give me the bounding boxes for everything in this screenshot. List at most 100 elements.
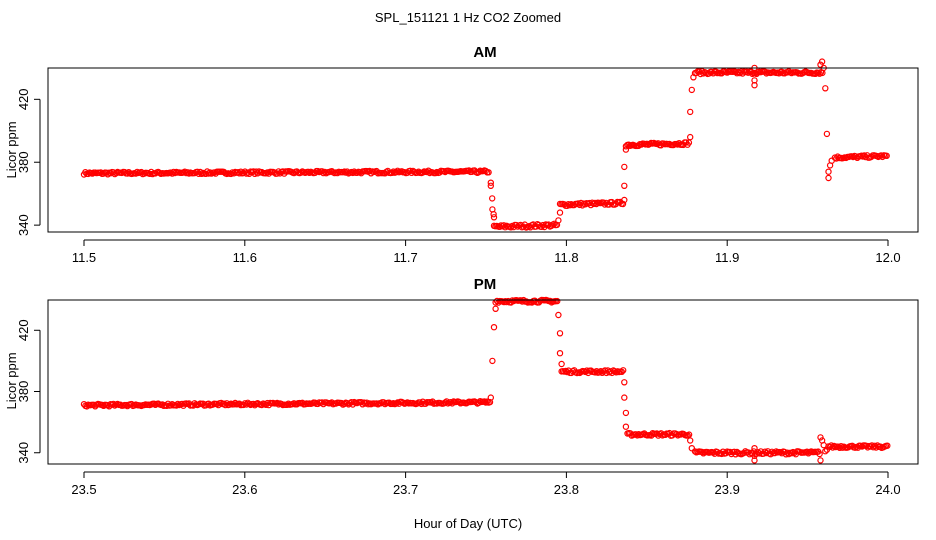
am-data-point-567 (621, 182, 628, 189)
pm-y-tick-label-1: 380 (16, 381, 31, 403)
pm-data-point-576 (817, 434, 824, 441)
pm-data-point-67 (174, 400, 181, 408)
pm-y-axis-label: Licor ppm (4, 352, 19, 409)
pm-data-point-495 (788, 450, 795, 457)
am-data-point-220 (388, 169, 396, 176)
pm-data-point-573 (751, 445, 758, 452)
pm-data-point-108 (231, 399, 239, 407)
pm-x-tick-label-3: 23.8 (554, 482, 579, 497)
figure-title: SPL_151121 1 Hz CO2 Zoomed (375, 10, 561, 25)
pm-data-point-561 (490, 324, 498, 331)
pm-panel-title: PM (474, 276, 497, 293)
am-data-point-371 (601, 201, 609, 208)
am-data-point-90 (206, 169, 214, 176)
am-data-point-576 (751, 81, 758, 89)
am-data-point-580 (822, 85, 829, 92)
pm-data-point-570 (622, 423, 630, 430)
pm-data-point-567 (621, 379, 628, 386)
pm-data-point-568 (621, 394, 628, 401)
am-data-point-578 (818, 58, 826, 65)
am-data-point-582 (825, 168, 832, 175)
pm-y-tick-label-0: 340 (16, 442, 31, 464)
am-y-tick-label-2: 420 (16, 88, 31, 110)
pm-axes: 23.5 23.6 23.7 23.8 23.9 24.0 340 380 420 (16, 319, 901, 497)
am-data-point-569 (622, 146, 630, 153)
pm-data-point-575 (751, 457, 758, 464)
pm-series-co2 (80, 296, 891, 464)
am-x-tick-label-1: 11.6 (233, 250, 257, 265)
pm-data-point-579 (817, 457, 824, 464)
am-data-point-568 (621, 163, 628, 171)
pm-data-point-380 (620, 367, 627, 374)
am-plot-frame (47, 67, 919, 233)
pm-data-point-560 (489, 357, 496, 365)
pm-data-point-563 (555, 311, 562, 319)
pm-y-tick-label-2: 420 (16, 319, 31, 341)
pm-data-point-388 (634, 432, 641, 439)
am-data-point-570 (687, 133, 694, 141)
am-data-point-384 (619, 200, 627, 208)
pm-data-point-361 (593, 368, 600, 375)
am-data-point-560 (883, 152, 890, 159)
pm-data-point-580 (822, 448, 829, 455)
am-data-point-520 (816, 70, 823, 77)
am-y-axis-label: Licor ppm (4, 121, 19, 178)
am-data-point-566 (621, 196, 628, 204)
am-data-point-565 (556, 209, 564, 216)
am-data-point-443 (708, 68, 716, 76)
pm-data-point-364 (597, 368, 605, 375)
am-data-point-572 (688, 86, 696, 94)
am-y-tick-label-0: 340 (16, 214, 31, 236)
pm-data-point-127 (258, 401, 265, 409)
am-panel: AM Licor ppm 11.5 11.6 11.7 11.8 11.9 12.0 340… (4, 44, 919, 265)
am-data-point-309 (513, 221, 520, 229)
am-data-point-282 (475, 168, 482, 176)
pm-data-point-565 (556, 350, 564, 357)
am-axes: 11.5 11.6 11.7 11.8 11.9 12.0 340 380 420 (16, 88, 901, 265)
pm-data-point-477 (763, 449, 770, 457)
pm-x-tick-label-0: 23.5 (71, 482, 96, 497)
pm-data-point-115 (241, 400, 249, 407)
am-x-tick-label-3: 11.8 (554, 250, 578, 265)
am-data-point-290 (487, 179, 494, 186)
pm-data-point-569 (622, 409, 630, 417)
pm-data-point-188 (344, 400, 351, 407)
am-data-point-564 (555, 217, 562, 224)
pm-data-point-282 (475, 399, 482, 406)
pm-data-point-520 (830, 442, 838, 450)
am-data-point-289 (485, 169, 492, 176)
pm-data-point-461 (740, 449, 748, 457)
pm-data-point-335 (554, 297, 561, 305)
pm-panel: PM Licor ppm 23.5 23.6 23.7 23.8 23.9 24.0 340… (4, 276, 919, 497)
am-data-point-583 (825, 174, 832, 182)
am-y-tick-label-1: 380 (16, 151, 31, 173)
pm-x-tick-label-5: 24.0 (875, 482, 900, 497)
pm-plot-frame (47, 299, 919, 465)
am-data-point-571 (687, 108, 694, 116)
am-data-point-291 (489, 195, 496, 202)
pm-data-point-571 (687, 437, 694, 444)
pm-x-tick-label-1: 23.6 (232, 482, 257, 497)
am-data-point-562 (489, 206, 496, 213)
am-data-point-3 (84, 170, 92, 178)
pm-data-point-379 (618, 368, 626, 375)
pm-data-point-66 (173, 402, 180, 409)
pm-data-point-515 (816, 450, 823, 458)
pm-data-point-581 (823, 446, 831, 453)
pm-data-point-138 (274, 399, 281, 407)
am-data-point-37 (132, 170, 139, 177)
pm-data-point-559 (487, 394, 494, 401)
am-data-point-577 (817, 61, 824, 68)
pm-data-point-572 (688, 445, 696, 452)
am-data-point-481 (761, 68, 769, 75)
am-x-tick-label-0: 11.5 (72, 250, 96, 265)
am-x-tick-label-4: 11.9 (715, 250, 739, 265)
am-x-tick-label-2: 11.7 (393, 250, 417, 265)
am-data-point-585 (828, 157, 835, 164)
am-data-point-517 (812, 70, 819, 78)
am-data-point-111 (236, 170, 243, 177)
pm-data-point-558 (884, 442, 891, 449)
am-data-point-573 (690, 74, 697, 81)
am-data-point-561 (487, 182, 494, 189)
